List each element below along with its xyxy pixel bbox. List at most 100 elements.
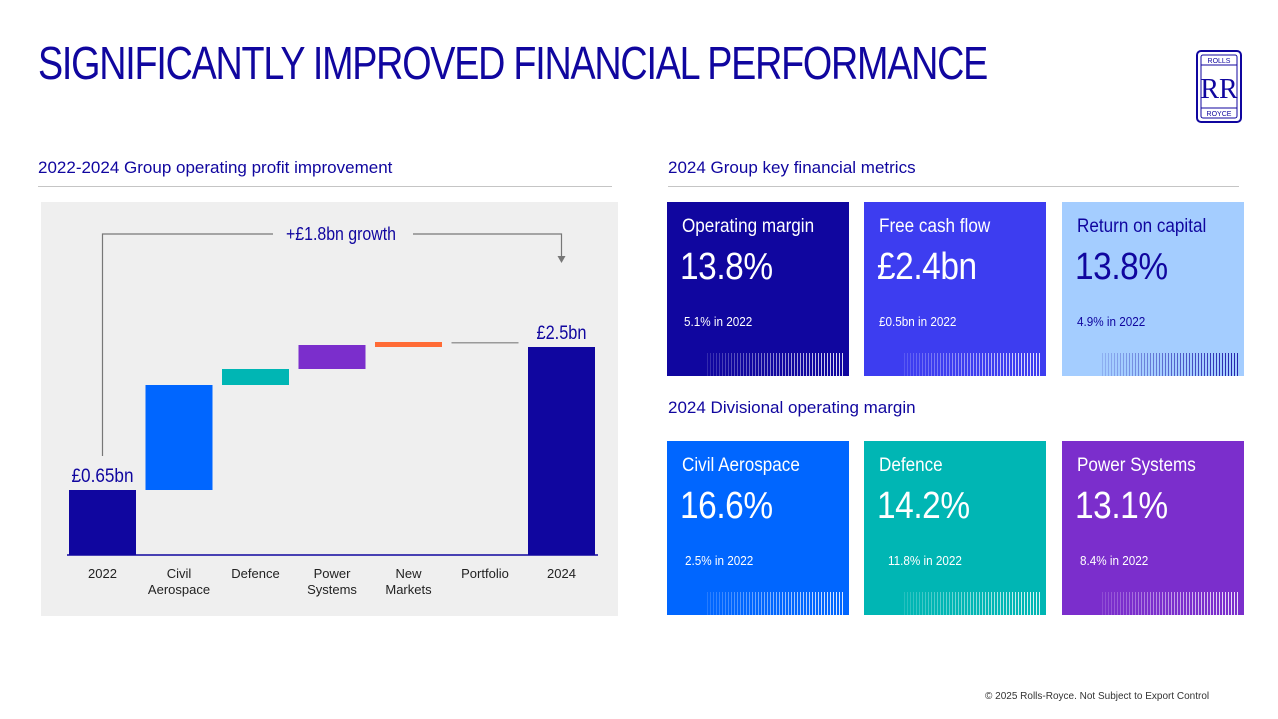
rolls-royce-logo: ROLLS ROYCE RR	[1196, 50, 1242, 123]
stripe	[806, 353, 807, 376]
divisional-card-civil-aerospace: Civil Aerospace 16.6% 2.5% in 2022	[667, 441, 849, 615]
stripe	[1204, 592, 1205, 615]
stripe	[985, 592, 986, 615]
stripe	[928, 353, 929, 376]
stripe	[827, 353, 828, 376]
stripe	[1036, 353, 1037, 376]
stripe	[815, 592, 816, 615]
stripe	[904, 353, 905, 376]
stripe	[770, 353, 771, 376]
stripe	[1108, 592, 1109, 615]
card-label: Civil Aerospace	[682, 455, 800, 476]
card-label: Free cash flow	[879, 216, 991, 237]
decorative-stripes	[904, 592, 1040, 615]
stripe	[1219, 353, 1220, 376]
stripe	[758, 353, 759, 376]
card-value: 13.1%	[1075, 485, 1168, 527]
page-title: SIGNIFICANTLY IMPROVED FINANCIAL PERFORM…	[38, 37, 988, 89]
stripe	[815, 353, 816, 376]
stripe	[839, 592, 840, 615]
stripe	[776, 592, 777, 615]
stripe	[812, 592, 813, 615]
stripe	[809, 353, 810, 376]
stripe	[1195, 353, 1196, 376]
growth-bracket-right	[413, 233, 563, 258]
stripe	[934, 592, 935, 615]
stripe	[1111, 592, 1112, 615]
stripe	[833, 353, 834, 376]
stripe	[752, 353, 753, 376]
tick-label: 2024	[547, 566, 576, 581]
stripe	[1225, 592, 1226, 615]
stripe	[904, 592, 905, 615]
divisional-heading: 2024 Divisional operating margin	[668, 398, 916, 417]
stripe	[1129, 353, 1130, 376]
stripe	[707, 353, 708, 376]
growth-bracket-left	[101, 233, 273, 456]
stripe	[1000, 592, 1001, 615]
stripe	[1027, 353, 1028, 376]
stripe	[824, 592, 825, 615]
stripe	[800, 353, 801, 376]
stripe	[1141, 353, 1142, 376]
growth-arrow-head	[557, 256, 566, 263]
stripe	[1117, 353, 1118, 376]
stripe	[1006, 353, 1007, 376]
stripe	[1150, 353, 1151, 376]
stripe	[1150, 592, 1151, 615]
tick-label: Systems	[307, 582, 357, 597]
stripe	[1222, 592, 1223, 615]
stripe	[1210, 353, 1211, 376]
stripe	[949, 592, 950, 615]
stripe	[785, 592, 786, 615]
stripe	[1033, 353, 1034, 376]
stripe	[1168, 353, 1169, 376]
stripe	[719, 592, 720, 615]
stripe	[1012, 353, 1013, 376]
stripe	[1129, 592, 1130, 615]
stripe	[934, 353, 935, 376]
stripe	[1174, 592, 1175, 615]
stripe	[937, 353, 938, 376]
tick-label: Portfolio	[461, 566, 509, 581]
stripe	[755, 592, 756, 615]
card-label: Operating margin	[682, 216, 815, 237]
stripe	[1120, 353, 1121, 376]
stripe	[1018, 353, 1019, 376]
stripe	[994, 592, 995, 615]
stripe	[1162, 353, 1163, 376]
stripe	[842, 353, 843, 376]
card-value: 13.8%	[680, 246, 773, 288]
stripe	[919, 353, 920, 376]
stripe	[791, 592, 792, 615]
stripe	[1213, 353, 1214, 376]
stripe	[731, 592, 732, 615]
stripe	[1153, 353, 1154, 376]
stripe	[1009, 353, 1010, 376]
stripe	[1021, 592, 1022, 615]
card-label: Power Systems	[1077, 455, 1196, 476]
stripe	[1135, 592, 1136, 615]
stripe	[758, 592, 759, 615]
stripe	[1114, 353, 1115, 376]
stripe	[976, 353, 977, 376]
stripe	[937, 592, 938, 615]
tick-label: Civil	[167, 566, 192, 581]
stripe	[836, 353, 837, 376]
stripe	[1024, 592, 1025, 615]
metrics-card-return-on-capital: Return on capital 13.8% 4.9% in 2022	[1062, 202, 1244, 376]
stripe	[1165, 353, 1166, 376]
stripe	[842, 592, 843, 615]
stripe	[1108, 353, 1109, 376]
stripe	[913, 592, 914, 615]
stripe	[1159, 353, 1160, 376]
stripe	[830, 592, 831, 615]
stripe	[1000, 353, 1001, 376]
stripe	[922, 353, 923, 376]
stripe	[1105, 592, 1106, 615]
stripe	[773, 353, 774, 376]
decorative-stripes	[904, 353, 1040, 376]
decorative-stripes	[1102, 353, 1238, 376]
stripe	[740, 592, 741, 615]
stripe	[1027, 592, 1028, 615]
